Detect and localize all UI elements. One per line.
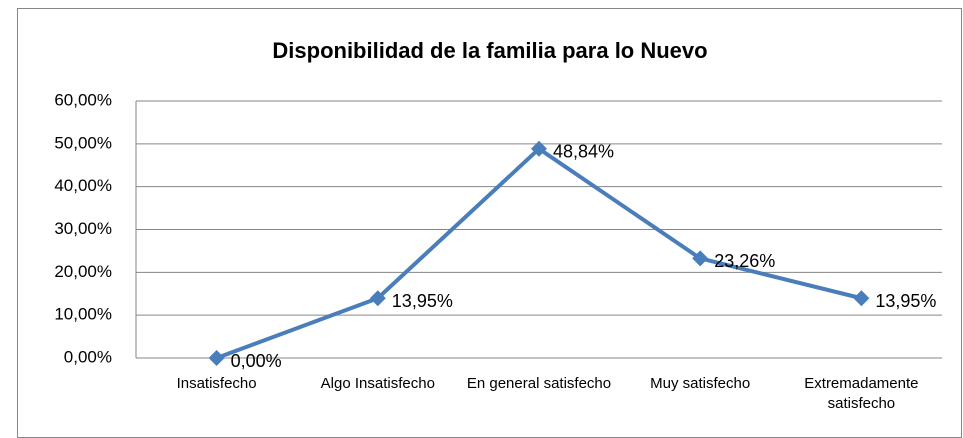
marker	[531, 140, 547, 157]
y-tick-label: 60,00%	[54, 90, 112, 109]
x-tick-label: Muy satisfecho	[650, 375, 751, 392]
y-tick-label: 50,00%	[54, 133, 112, 152]
x-tick-label: Extremadamente satisfecho	[804, 375, 919, 412]
marker	[208, 350, 225, 366]
chart-frame	[17, 8, 962, 438]
y-tick-label: 40,00%	[54, 176, 112, 195]
y-tick-label: 0,00%	[64, 347, 112, 366]
x-tick-label: En general satisfecho	[466, 375, 612, 392]
marker	[369, 290, 386, 307]
x-tick-label: Insatisfecho	[176, 375, 257, 392]
data-label: 48,84%	[553, 142, 614, 162]
x-tick-label: Algo Insatisfecho	[320, 375, 435, 392]
data-label: 23,26%	[714, 251, 775, 271]
y-tick-label: 30,00%	[54, 219, 112, 238]
data-label: 0,00%	[231, 351, 282, 371]
y-tick-label: 20,00%	[54, 262, 112, 281]
marker	[692, 250, 709, 267]
y-tick-label: 10,00%	[54, 305, 112, 324]
marker	[853, 290, 870, 307]
data-label: 13,95%	[392, 291, 453, 311]
data-label: 13,95%	[875, 291, 936, 311]
chart-title: Disponibilidad de la familia para lo Nue…	[272, 38, 707, 63]
